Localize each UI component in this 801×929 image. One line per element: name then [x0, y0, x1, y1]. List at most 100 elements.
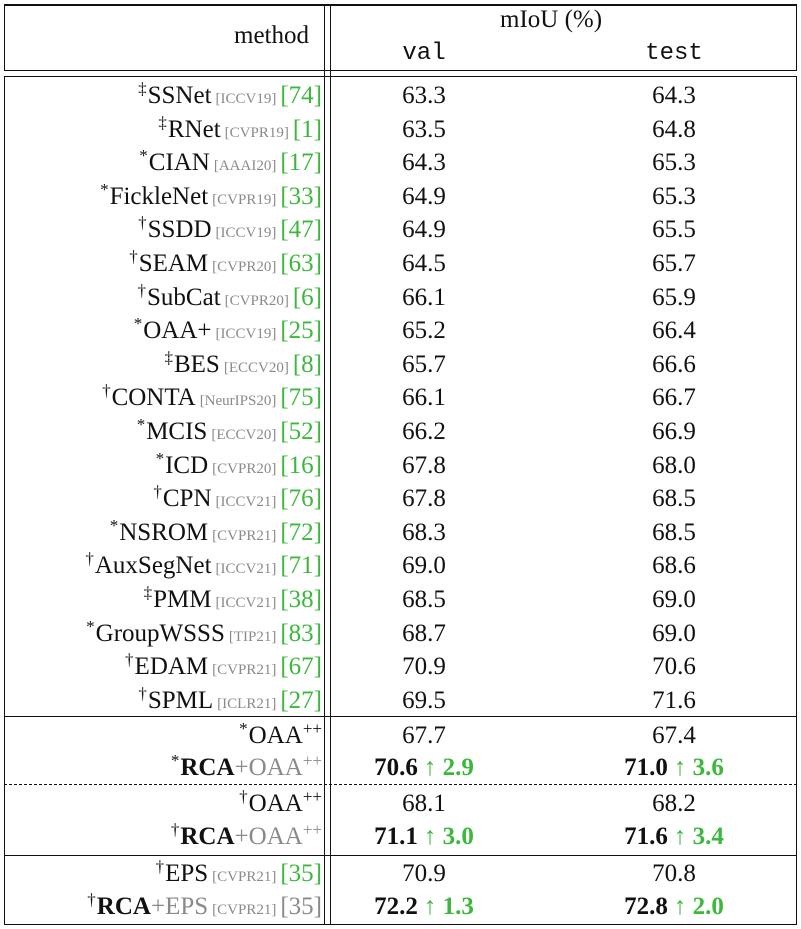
- citation-link[interactable]: [1]: [292, 115, 322, 143]
- test-cell: 69.0: [652, 619, 696, 647]
- marker: †: [137, 280, 147, 300]
- test-cell: 66.6: [652, 350, 696, 378]
- marker: *: [170, 751, 180, 770]
- table-row: †EDAM [CVPR21] [67] 70.9 70.6: [4, 650, 797, 684]
- test-value: 71.0: [624, 754, 668, 781]
- table-row: †CONTA [NeurIPS20] [75] 66.1 66.7: [4, 381, 797, 415]
- val-cell: 65.2: [402, 317, 446, 345]
- method-cell: †SPML [ICLR21] [27]: [138, 684, 322, 718]
- method-name: SEAM: [138, 250, 209, 277]
- citation-link[interactable]: [27]: [280, 686, 322, 714]
- method-cell: †CPN [ICCV21] [76]: [153, 482, 322, 516]
- table-row: *OAA+ [ICCV19] [25] 65.2 66.4: [4, 314, 797, 348]
- citation-link[interactable]: [63]: [280, 250, 322, 277]
- val-header: val: [402, 40, 446, 67]
- val-cell: 72.2 ↑ 1.3: [344, 890, 504, 924]
- marker: ‡: [158, 112, 167, 132]
- test-cell: 70.6: [652, 653, 696, 681]
- val-cell: 67.8: [402, 485, 446, 513]
- test-gain: ↑ 3.6: [673, 754, 724, 781]
- citation-link[interactable]: [17]: [280, 149, 322, 177]
- method-cell: †SubCat [CVPR20] [6]: [138, 281, 322, 315]
- test-cell: 68.0: [652, 451, 696, 479]
- test-gain: ↑ 3.4: [673, 823, 724, 850]
- method-name: AuxSegNet: [94, 552, 212, 580]
- marker: †: [138, 213, 147, 233]
- val-cell: 68.1: [402, 790, 446, 817]
- venue-tag: [TIP21]: [228, 628, 277, 645]
- method-name: BES: [173, 350, 220, 378]
- val-cell: 69.0: [402, 552, 446, 580]
- test-cell: 66.9: [652, 418, 696, 445]
- marker: *: [100, 179, 109, 199]
- venue-tag: [ECCV20]: [223, 359, 289, 376]
- citation-link[interactable]: [35]: [280, 893, 322, 920]
- citation-link[interactable]: [76]: [280, 485, 322, 513]
- table-row: *CIAN [AAAI20] [17] 64.3 65.3: [4, 146, 797, 180]
- citation-link[interactable]: [83]: [280, 619, 322, 647]
- marker: *: [139, 146, 148, 166]
- test-value: 72.8: [624, 893, 668, 920]
- venue-tag: [AAAI20]: [213, 158, 277, 175]
- table-row: †SubCat [CVPR20] [6] 66.1 65.9: [4, 281, 797, 315]
- val-cell: 66.1: [402, 283, 446, 311]
- table-row-g3-base: †EPS [CVPR21] [35] 70.9 70.8: [4, 857, 797, 891]
- val-cell: 65.7: [402, 350, 446, 378]
- citation-link[interactable]: [67]: [280, 653, 322, 681]
- marker: *: [155, 448, 165, 468]
- method-suffix: +OAA: [234, 823, 303, 850]
- superscript: ++: [302, 719, 322, 738]
- venue-tag: [ICCV19]: [215, 326, 277, 343]
- table-row: ‡SSNet [ICCV19] [74] 63.3 64.3: [4, 79, 797, 113]
- method-cell: †CONTA [NeurIPS20] [75]: [102, 381, 322, 415]
- table-row: †SPML [ICLR21] [27] 69.5 71.6: [4, 684, 797, 718]
- method-name: NSROM: [119, 518, 209, 546]
- section-dashed-rule: [4, 784, 797, 785]
- citation-link[interactable]: [35]: [280, 860, 322, 887]
- marker: *: [109, 515, 119, 535]
- citation-link[interactable]: [8]: [292, 350, 322, 378]
- table-row: *MCIS [ECCV20] [52] 66.2 66.9: [4, 415, 797, 449]
- val-cell: 67.8: [402, 451, 446, 479]
- venue-tag: [CVPR20]: [212, 259, 277, 275]
- citation-link[interactable]: [47]: [280, 216, 322, 244]
- right-border-header: [796, 4, 797, 70]
- table-row-g2-base: †OAA++ 68.1 68.2: [4, 787, 797, 821]
- citation-link[interactable]: [71]: [280, 552, 322, 580]
- val-cell: 67.7: [402, 722, 446, 749]
- venue-tag: [ICCV21]: [215, 595, 277, 611]
- table-row-g1-ours: *RCA+OAA++ 70.6 ↑ 2.9 71.0 ↑ 3.6: [4, 751, 797, 785]
- citation-link[interactable]: [38]: [280, 586, 322, 613]
- venue-tag: [ICCV21]: [215, 561, 277, 578]
- method-cell: *GroupWSSS [TIP21] [83]: [86, 617, 322, 651]
- method-cell: ‡PMM [ICCV21] [38]: [144, 583, 322, 617]
- marker: *: [136, 415, 146, 434]
- method-cell: †RCA+OAA++: [171, 820, 322, 854]
- right-border-body: [796, 76, 797, 924]
- citation-link[interactable]: [16]: [280, 451, 322, 479]
- citation-link[interactable]: [6]: [292, 283, 322, 311]
- marker: †: [239, 787, 248, 806]
- method-cell: *NSROM [CVPR21] [72]: [110, 516, 322, 550]
- test-cell: 65.9: [652, 283, 696, 311]
- method-cell: †SEAM [CVPR20] [63]: [129, 247, 322, 281]
- citation-link[interactable]: [74]: [280, 82, 322, 109]
- left-border-header: [4, 4, 5, 70]
- citation-link[interactable]: [33]: [280, 182, 322, 210]
- test-cell: 66.7: [652, 384, 696, 412]
- method-name: GroupWSSS: [95, 619, 225, 647]
- venue-tag: [NeurIPS20]: [199, 393, 277, 410]
- citation-link[interactable]: [72]: [280, 518, 322, 546]
- citation-link[interactable]: [52]: [280, 418, 322, 445]
- method-cell: †OAA++: [239, 787, 322, 821]
- citation-link[interactable]: [25]: [280, 317, 322, 345]
- test-cell: 64.3: [652, 82, 696, 109]
- test-cell: 72.8 ↑ 2.0: [594, 890, 754, 924]
- venue-tag: [CVPR21]: [212, 869, 277, 885]
- citation-link[interactable]: [75]: [280, 384, 322, 412]
- val-cell: 64.9: [402, 216, 446, 244]
- table-row: †SEAM [CVPR20] [63] 64.5 65.7: [4, 247, 797, 281]
- method-cell: †EDAM [CVPR21] [67]: [125, 650, 322, 684]
- method-name: MCIS: [146, 418, 208, 445]
- method-name: OAA: [248, 790, 303, 817]
